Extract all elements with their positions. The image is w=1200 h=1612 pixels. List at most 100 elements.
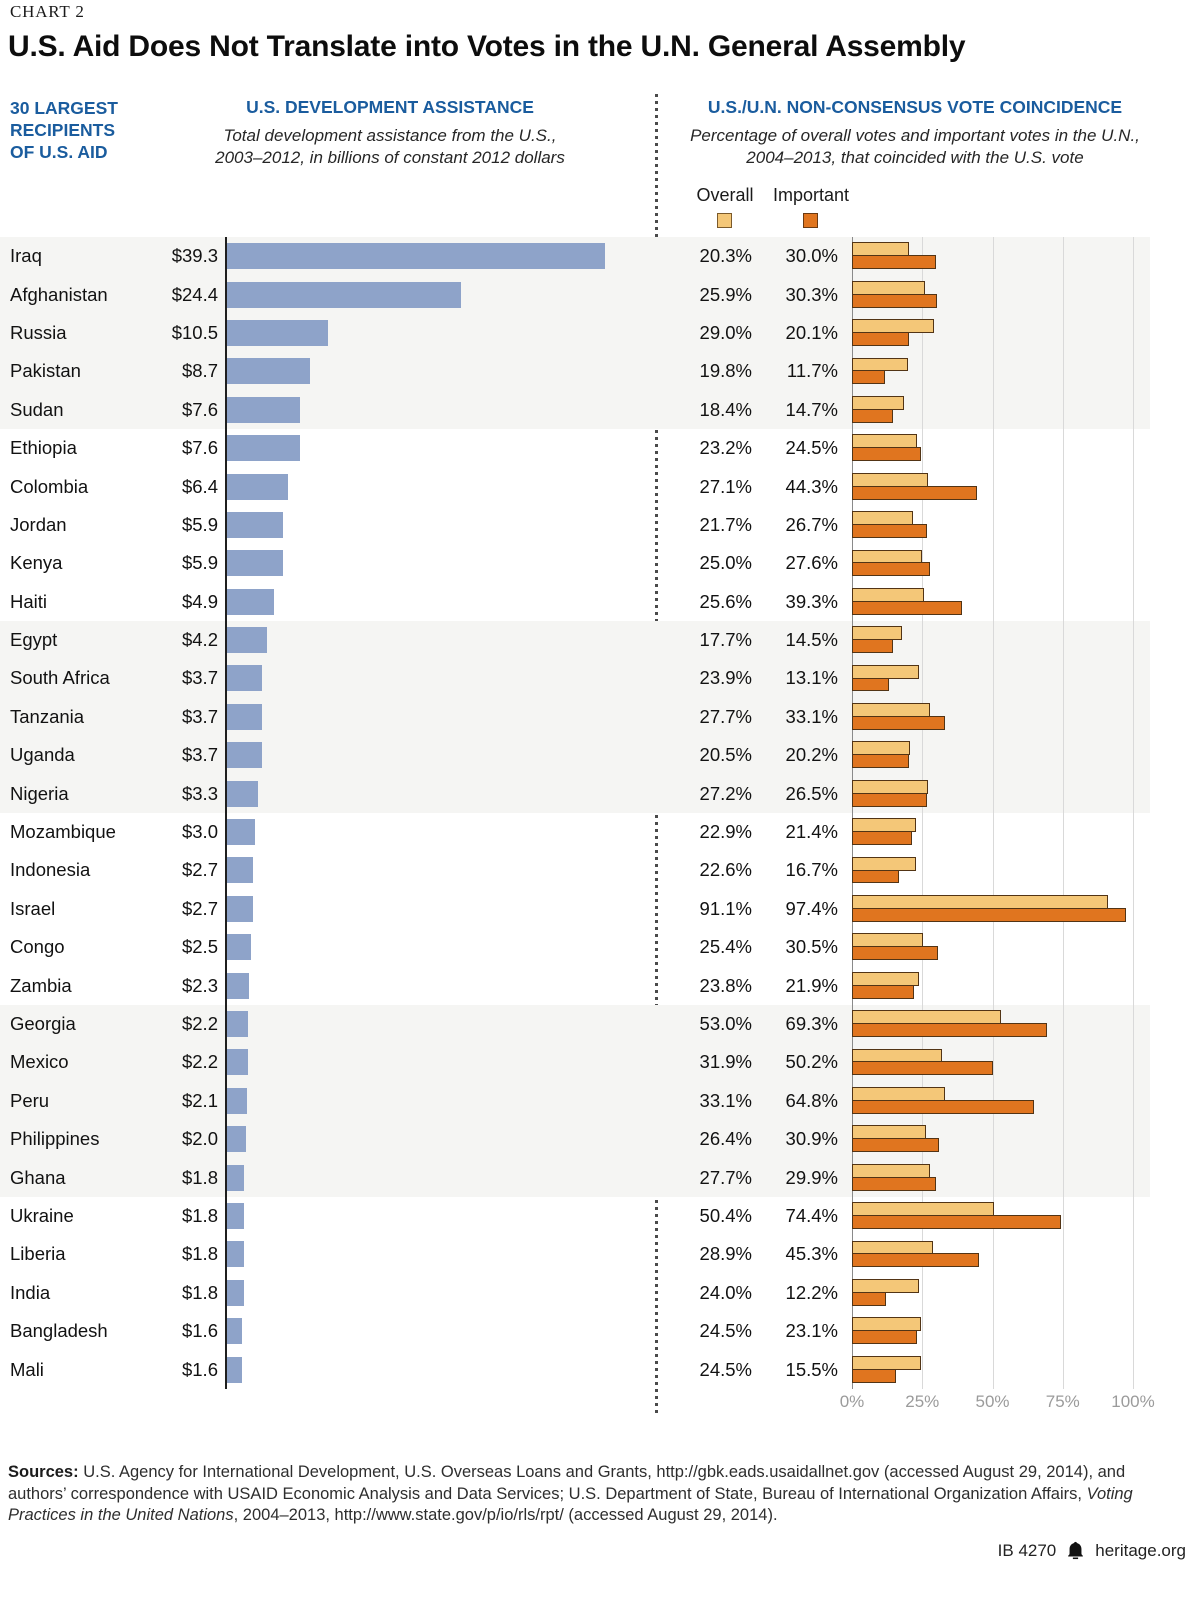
legend-overall-swatch bbox=[717, 213, 732, 228]
important-bar bbox=[852, 1215, 1062, 1229]
overall-bar bbox=[852, 357, 908, 372]
legend-important-swatch bbox=[803, 213, 818, 228]
overall-value: 29.0% bbox=[699, 321, 752, 343]
overall-bar bbox=[852, 779, 929, 794]
row-south-africa: South Africa $3.7 23.9% 13.1% bbox=[0, 659, 1200, 697]
important-bar bbox=[852, 946, 938, 961]
row-congo: Congo $2.5 25.4% 30.5% bbox=[0, 928, 1200, 966]
overall-value: 26.4% bbox=[699, 1128, 752, 1150]
overall-bar bbox=[852, 971, 919, 986]
vote-bars bbox=[852, 242, 937, 270]
vote-bars bbox=[852, 664, 920, 692]
heritage-url: heritage.org bbox=[1095, 1540, 1186, 1560]
important-bar bbox=[852, 754, 909, 769]
important-value: 30.9% bbox=[785, 1128, 838, 1150]
row-bangladesh: Bangladesh $1.6 24.5% 23.1% bbox=[0, 1312, 1200, 1350]
overall-bar bbox=[852, 1163, 930, 1178]
country-label: Tanzania bbox=[10, 705, 85, 727]
country-label: Mali bbox=[10, 1358, 44, 1380]
aid-bar bbox=[226, 435, 300, 462]
aid-value: $1.8 bbox=[181, 1166, 218, 1188]
overall-bar bbox=[852, 1240, 934, 1255]
aid-bar bbox=[226, 1011, 248, 1037]
overall-value: 23.2% bbox=[699, 437, 752, 459]
vote-bars bbox=[852, 319, 934, 346]
overall-value: 27.7% bbox=[699, 1166, 752, 1188]
vote-bars bbox=[852, 1278, 920, 1306]
important-value: 29.9% bbox=[785, 1166, 838, 1188]
aid-value: $2.0 bbox=[181, 1128, 218, 1150]
overall-value: 31.9% bbox=[699, 1051, 752, 1073]
aid-value: $4.2 bbox=[181, 629, 218, 651]
aid-value: $3.7 bbox=[181, 667, 218, 689]
country-label: Bangladesh bbox=[10, 1320, 108, 1342]
aid-value: $1.8 bbox=[181, 1243, 218, 1265]
sources-part2: , 2004–2013, http://www.state.gov/p/io/r… bbox=[233, 1506, 778, 1524]
vote-bars bbox=[852, 1317, 921, 1345]
aid-bar bbox=[226, 780, 259, 807]
country-label: Ethiopia bbox=[10, 437, 77, 459]
vote-bars bbox=[852, 856, 916, 884]
aid-bar bbox=[226, 934, 251, 961]
country-label: Zambia bbox=[10, 974, 72, 996]
vote-bars bbox=[852, 1125, 939, 1153]
important-bar bbox=[852, 1023, 1047, 1037]
overall-bar bbox=[852, 1010, 1001, 1025]
overall-bar bbox=[852, 1086, 945, 1101]
country-label: Egypt bbox=[10, 629, 58, 651]
country-label: Ghana bbox=[10, 1166, 66, 1188]
aid-value: $2.2 bbox=[181, 1013, 218, 1034]
country-label: Nigeria bbox=[10, 782, 69, 804]
aid-value: $7.6 bbox=[181, 437, 218, 459]
important-bar bbox=[852, 485, 977, 500]
overall-value: 20.5% bbox=[699, 744, 752, 766]
aid-bar bbox=[226, 627, 267, 654]
vote-bars bbox=[852, 1240, 980, 1268]
recipients-header-line3: OF U.S. AID bbox=[10, 142, 108, 162]
important-value: 21.4% bbox=[785, 821, 838, 843]
important-bar bbox=[852, 1099, 1035, 1114]
important-bar bbox=[852, 1138, 939, 1153]
important-value: 26.7% bbox=[785, 513, 838, 535]
row-iraq: Iraq $39.3 20.3% 30.0% bbox=[0, 237, 1200, 275]
important-bar bbox=[852, 715, 945, 730]
overall-bar bbox=[852, 1202, 994, 1217]
important-bar bbox=[852, 370, 885, 385]
country-label: Liberia bbox=[10, 1243, 66, 1265]
vote-bars bbox=[852, 1010, 1047, 1037]
overall-bar bbox=[852, 434, 918, 449]
important-bar bbox=[852, 1330, 917, 1345]
country-label: Ukraine bbox=[10, 1204, 74, 1226]
recipients-column-header: 30 LARGEST RECIPIENTS OF U.S. AID bbox=[10, 97, 160, 163]
row-georgia: Georgia $2.2 53.0% 69.3% bbox=[0, 1005, 1200, 1043]
aid-axis-line bbox=[225, 237, 227, 1389]
recipients-header-line2: RECIPIENTS bbox=[10, 120, 116, 140]
important-value: 64.8% bbox=[785, 1089, 838, 1111]
country-label: Mozambique bbox=[10, 821, 116, 843]
country-label: India bbox=[10, 1281, 51, 1303]
aid-value: $4.9 bbox=[181, 590, 218, 612]
important-bar bbox=[852, 408, 894, 423]
aid-value: $2.7 bbox=[181, 859, 218, 881]
country-label: Colombia bbox=[10, 475, 89, 497]
country-label: Uganda bbox=[10, 744, 75, 766]
aid-column-header: U.S. DEVELOPMENT ASSISTANCE bbox=[246, 97, 534, 117]
row-russia: Russia $10.5 29.0% 20.1% bbox=[0, 314, 1200, 352]
vote-bars bbox=[852, 587, 963, 615]
aid-value: $24.4 bbox=[171, 283, 218, 305]
aid-bar bbox=[226, 819, 256, 846]
important-value: 23.1% bbox=[785, 1320, 838, 1342]
important-bar bbox=[852, 332, 909, 346]
row-israel: Israel $2.7 91.1% 97.4% bbox=[0, 890, 1200, 928]
important-value: 14.5% bbox=[785, 629, 838, 651]
axis-tick-label: 75% bbox=[1045, 1392, 1080, 1411]
country-label: Russia bbox=[10, 321, 67, 343]
vote-bars bbox=[852, 818, 917, 846]
important-bar bbox=[852, 293, 938, 308]
legend-important-label: Important bbox=[772, 185, 850, 205]
important-bar bbox=[852, 869, 899, 884]
important-value: 15.5% bbox=[785, 1358, 838, 1380]
overall-bar bbox=[852, 1317, 921, 1332]
vote-bars bbox=[852, 1086, 1035, 1114]
